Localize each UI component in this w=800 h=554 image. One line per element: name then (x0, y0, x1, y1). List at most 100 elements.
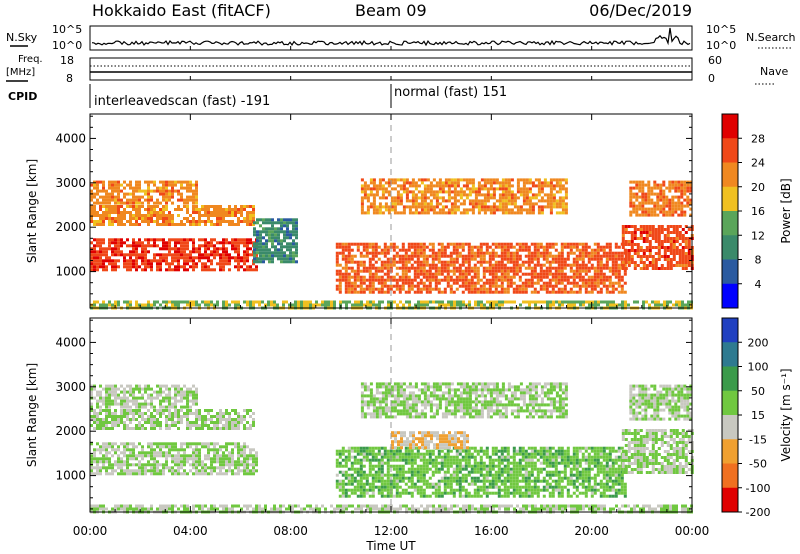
heatmap-cell (554, 257, 558, 261)
heatmap-cell (138, 183, 141, 187)
heatmap-cell (132, 469, 135, 473)
heatmap-cell (431, 260, 435, 264)
heatmap-cell (171, 220, 174, 223)
heatmap-cell (90, 205, 93, 208)
heatmap-cell (93, 211, 96, 214)
heatmap-cell (432, 190, 436, 194)
heatmap-cell (153, 241, 156, 245)
heatmap-cell (186, 198, 189, 202)
heatmap-cell (132, 214, 135, 217)
heatmap-cell (396, 184, 400, 188)
heatmap-cell (201, 415, 204, 418)
heatmap-cell (467, 266, 471, 270)
heatmap-cell (105, 390, 108, 394)
heatmap-cell (286, 224, 289, 228)
heatmap-cell (123, 393, 126, 397)
heatmap-cell (198, 211, 201, 214)
heatmap-cell (473, 257, 477, 261)
heatmap-cell (259, 251, 262, 255)
heatmap-cell (374, 245, 378, 249)
heatmap-cell (383, 284, 387, 288)
heatmap-cell (668, 201, 672, 205)
heatmap-cell (366, 303, 369, 307)
heatmap-cell (333, 303, 336, 307)
heatmap-cell (219, 469, 222, 473)
heatmap-cell (171, 472, 174, 476)
heatmap-cell (347, 248, 351, 252)
heatmap-cell (165, 415, 168, 418)
heatmap-cell (495, 178, 499, 182)
heatmap-cell (575, 245, 579, 249)
heatmap-cell (624, 225, 628, 228)
heatmap-cell (368, 266, 372, 270)
heatmap-cell (228, 220, 231, 223)
heatmap-cell (621, 237, 625, 240)
heatmap-cell (192, 195, 195, 199)
heatmap-cell (563, 290, 567, 294)
heatmap-cell (111, 253, 114, 257)
heatmap-cell (180, 220, 183, 223)
heatmap-cell (231, 421, 234, 424)
heatmap-cell (408, 303, 411, 307)
heatmap-cell (605, 245, 609, 249)
heatmap-cell (153, 460, 156, 464)
heatmap-cell (249, 463, 252, 467)
heatmap-cell (347, 242, 351, 246)
heatmap-cell (408, 208, 412, 212)
heatmap-cell (495, 181, 499, 185)
heatmap-cell (231, 454, 234, 458)
heatmap-cell (662, 192, 666, 196)
heatmap-cell (249, 451, 252, 455)
heatmap-cell (425, 269, 429, 273)
heatmap-cell (506, 275, 510, 279)
heatmap-cell (338, 470, 342, 474)
heatmap-cell (165, 217, 168, 220)
heatmap-cell (240, 220, 243, 223)
heatmap-cell (534, 300, 537, 304)
heatmap-cell (672, 255, 676, 258)
heatmap-cell (271, 260, 274, 264)
heatmap-cell (153, 442, 156, 446)
heatmap-cell (428, 284, 432, 288)
heatmap-cell (246, 300, 249, 304)
heatmap-cell (225, 424, 228, 427)
heatmap-cell (195, 472, 198, 476)
heatmap-cell (147, 223, 150, 226)
heatmap-cell (645, 240, 649, 243)
heatmap-cell (660, 243, 664, 246)
heatmap-cell (93, 180, 96, 184)
heatmap-cell (381, 184, 385, 188)
heatmap-cell (627, 261, 631, 264)
heatmap-cell (344, 482, 348, 486)
heatmap-cell (575, 272, 579, 276)
heatmap-cell (162, 405, 165, 409)
heatmap-cell (234, 238, 237, 242)
heatmap-cell (144, 303, 147, 307)
heatmap-cell (144, 244, 147, 248)
heatmap-cell (458, 275, 462, 279)
heatmap-cell (189, 457, 192, 461)
heatmap-cell (596, 278, 600, 282)
heatmap-cell (274, 251, 277, 255)
heatmap-cell (180, 442, 183, 446)
heatmap-cell (657, 249, 661, 252)
heatmap-cell (417, 196, 421, 200)
heatmap-cell (356, 245, 360, 249)
heatmap-cell (558, 199, 562, 203)
heatmap-cell (207, 412, 210, 415)
heatmap-cell (153, 205, 156, 208)
heatmap-cell (153, 259, 156, 263)
heatmap-cell (374, 266, 378, 270)
heatmap-cell (168, 238, 171, 242)
heatmap-cell (552, 178, 556, 182)
heatmap-cell (383, 278, 387, 282)
heatmap-cell (213, 445, 216, 449)
heatmap-cell (174, 409, 177, 412)
heatmap-cell (467, 278, 471, 282)
heatmap-cell (120, 396, 123, 400)
heatmap-cell (186, 217, 189, 220)
heatmap-cell (126, 457, 129, 461)
heatmap-cell (111, 189, 114, 193)
heatmap-cell (135, 445, 138, 449)
heatmap-cell (399, 202, 403, 206)
